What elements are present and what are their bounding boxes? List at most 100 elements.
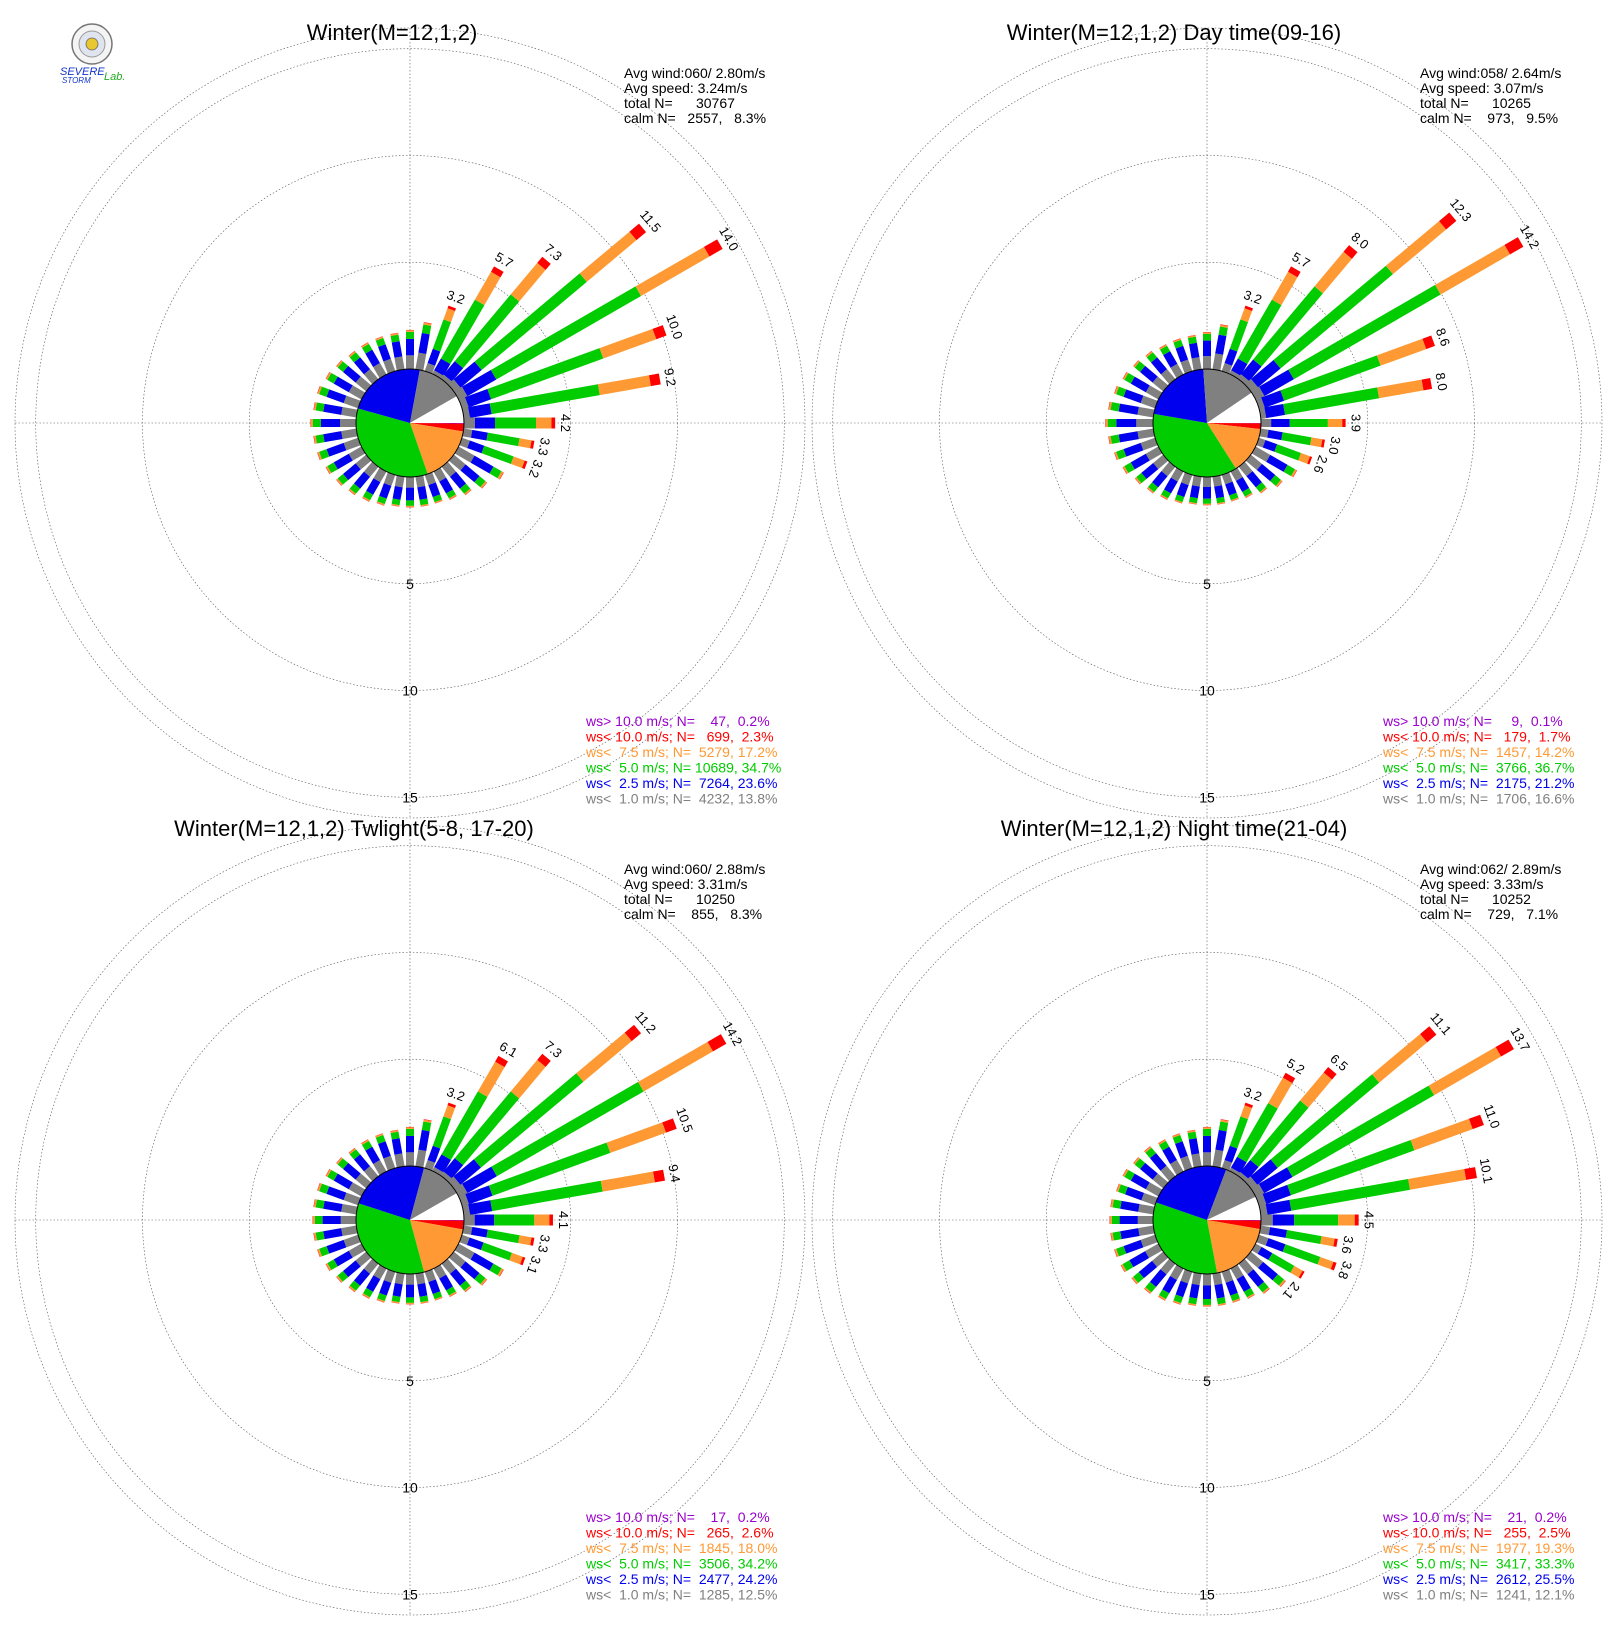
bar-label-20: 3.2 — [1242, 287, 1264, 307]
bar-segment-lt50 — [1237, 299, 1282, 364]
bar-segment-lt10b — [355, 454, 372, 470]
bar-segment-lt10b — [458, 1194, 470, 1207]
bar-label-90: 3.9 — [1349, 414, 1364, 432]
stat-total: total N= 10252 — [1420, 891, 1531, 907]
bar-segment-lt25 — [1118, 431, 1139, 443]
bar-segment-lt50 — [1112, 1199, 1122, 1209]
logo-seal-emblem — [85, 37, 99, 51]
bar-segment-lt10b — [348, 446, 366, 461]
bar-segment-lt10b — [355, 1173, 372, 1189]
direction-bar-20 — [1221, 305, 1253, 374]
bar-segment-lt25 — [1225, 481, 1237, 496]
bar-segment-lt10b — [1191, 1272, 1202, 1286]
bar-segment-lt25 — [443, 1158, 464, 1179]
bar-segment-lt25 — [464, 388, 492, 408]
bar-segment-lt10b — [1212, 1272, 1223, 1286]
bar-segment-lt50 — [1270, 475, 1281, 486]
bar-segment-lt25 — [1224, 1145, 1238, 1163]
bar-segment-lt75 — [509, 1252, 523, 1265]
bar-segment-lt25 — [1123, 389, 1144, 404]
bar-segment-lt75 — [1114, 451, 1119, 460]
bar-segment-lt50 — [486, 432, 520, 447]
legend-entry-lt10: ws< 10.0 m/s; N= 179, 1.7% — [1382, 729, 1571, 745]
bar-segment-lt25 — [1118, 403, 1139, 415]
bar-segment-lt25 — [1259, 369, 1294, 397]
bar-segment-lt50 — [1229, 492, 1239, 501]
bar-segment-lt10b — [373, 1160, 387, 1176]
bar-segment-lt10 — [537, 1053, 551, 1067]
direction-bar-210 — [362, 467, 387, 502]
bar-label-70: 8.6 — [1433, 326, 1453, 348]
bar-segment-lt25 — [1152, 471, 1168, 488]
bar-segment-lt10b — [343, 395, 361, 409]
direction-bar-40 — [440, 256, 551, 386]
bar-segment-lt50 — [1287, 1140, 1415, 1196]
bar-segment-lt50 — [362, 1140, 373, 1151]
bar-segment-lt10b — [1256, 1234, 1269, 1246]
bar-segment-lt75 — [361, 342, 369, 348]
bar-segment-lt10b — [348, 1182, 366, 1197]
bar-segment-lt10b — [433, 1264, 447, 1279]
bar-segment-lt50 — [319, 386, 330, 397]
bar-segment-lt25 — [1225, 1280, 1238, 1296]
direction-bar-100 — [462, 428, 535, 449]
bar-segment-lt25 — [468, 1200, 493, 1215]
direction-bar-220 — [1146, 461, 1176, 494]
direction-bar-110 — [459, 1234, 526, 1266]
bar-segment-lt10b — [341, 1225, 358, 1236]
stat-avg-speed: Avg speed: 3.24m/s — [624, 80, 747, 96]
panel-title: Winter(M=12,1,2) Night time(21-04) — [1001, 816, 1348, 841]
bar-segment-lt50 — [432, 1116, 451, 1149]
bar-segment-lt25 — [427, 1145, 441, 1163]
bar-segment-lt50 — [1257, 1281, 1269, 1293]
bar-segment-lt10 — [1495, 1039, 1514, 1057]
bar-segment-lt10b — [348, 385, 366, 400]
bar-segment-lt10b — [1230, 1264, 1244, 1280]
bar-segment-lt75 — [1144, 1146, 1152, 1153]
bar-label-20: 3.2 — [445, 287, 467, 307]
bar-label-110: 3.8 — [1335, 1259, 1355, 1281]
bar-segment-lt50 — [459, 1280, 471, 1291]
stat-total: total N= 10250 — [624, 891, 735, 907]
direction-bar-170 — [1212, 1272, 1226, 1306]
legend-entry-lt75: ws< 7.5 m/s; N= 1457, 14.2% — [1382, 744, 1574, 760]
direction-bar-160 — [1221, 472, 1239, 502]
bar-segment-lt50 — [1281, 432, 1312, 446]
direction-bar-230 — [336, 1251, 372, 1283]
bar-segment-lt50 — [1229, 319, 1248, 352]
bar-segment-lt10b — [1161, 461, 1176, 477]
bar-segment-lt75 — [1377, 379, 1424, 399]
bar-segment-lt10b — [454, 1243, 475, 1260]
bar-segment-lt50 — [1270, 1074, 1380, 1168]
bar-segment-lt50 — [489, 384, 600, 415]
direction-bar-80 — [1259, 1167, 1477, 1217]
bar-segment-lt75 — [510, 1059, 546, 1099]
direction-bar-150 — [433, 467, 457, 500]
bar-segment-lt75 — [1145, 351, 1153, 358]
bar-segment-lt75 — [348, 1285, 356, 1292]
bar-segment-lt10b — [1191, 357, 1202, 371]
legend-entry-gt10: ws> 10.0 m/s; N= 47, 0.2% — [585, 713, 770, 729]
bar-segment-lt10b — [1180, 359, 1193, 374]
bar-segment-lt50 — [1272, 1274, 1285, 1286]
bar-segment-lt50 — [1250, 1100, 1309, 1168]
bar-segment-lt25 — [1264, 403, 1286, 419]
pie-slice-lt10b — [1207, 1169, 1256, 1220]
legend-entry-lt25: ws< 2.5 m/s; N= 2612, 25.5% — [1382, 1571, 1574, 1587]
bar-segment-lt25 — [1268, 1227, 1288, 1238]
bar-segment-lt50 — [432, 1291, 443, 1300]
bar-segment-lt10b — [447, 379, 461, 393]
direction-bar-330 — [361, 1139, 387, 1176]
bar-segment-lt50 — [489, 1263, 502, 1276]
bar-segment-lt10b — [373, 1264, 387, 1280]
direction-bar-350 — [390, 1129, 405, 1168]
bar-segment-lt10b — [383, 1269, 396, 1283]
bar-segment-lt75 — [1147, 487, 1155, 494]
direction-bar-70 — [1255, 1114, 1484, 1207]
bar-segment-lt50 — [337, 361, 349, 373]
direction-bar-250 — [317, 1234, 361, 1258]
bar-segment-lt25 — [1235, 476, 1250, 493]
bar-segment-lt50 — [349, 1149, 361, 1160]
bar-segment-lt75 — [362, 1293, 370, 1299]
bar-segment-lt10b — [1152, 1251, 1169, 1268]
